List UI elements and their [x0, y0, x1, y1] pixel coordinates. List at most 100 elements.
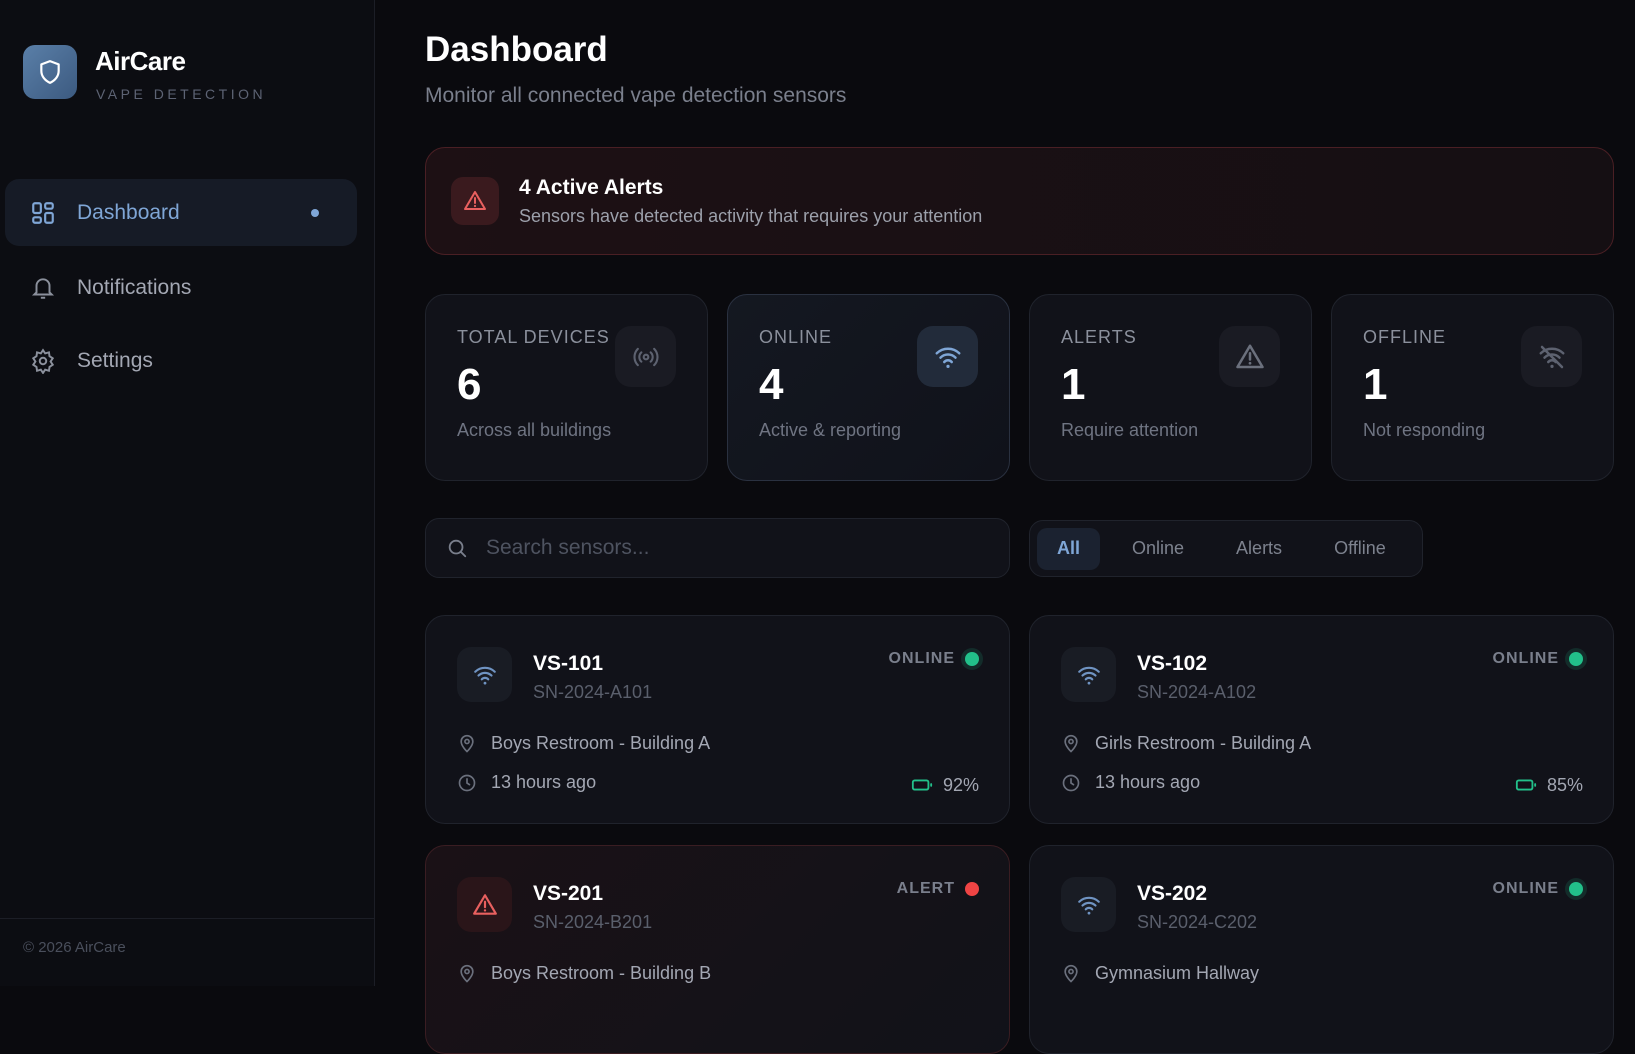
warning-icon [451, 177, 499, 225]
stat-desc: Require attention [1061, 420, 1199, 440]
stat-desc: Active & reporting [759, 420, 902, 440]
battery-icon [1515, 779, 1537, 791]
grid-icon [29, 199, 57, 227]
wifi-icon [1061, 877, 1116, 932]
page-subtitle: Monitor all connected vape detection sen… [425, 84, 847, 107]
sensor-name: VS-202 [1137, 882, 1208, 905]
sidebar: AirCare VAPE DETECTION Dashboard Notific… [0, 0, 375, 986]
search-input[interactable] [486, 536, 966, 560]
stat-label: OFFLINE [1363, 327, 1447, 347]
map-pin-icon [457, 964, 479, 984]
status-badge: ONLINE [889, 650, 979, 668]
status-dot [1569, 882, 1583, 896]
stat-label: ALERTS [1061, 327, 1137, 347]
status-text: ONLINE [888, 650, 955, 667]
location-text: Girls Restroom - Building A [1095, 733, 1312, 753]
active-indicator [311, 209, 319, 217]
map-pin-icon [1061, 734, 1083, 754]
sensor-name: VS-102 [1137, 652, 1208, 675]
status-badge: ALERT [897, 880, 979, 898]
stat-card-online: ONLINE 4 Active & reporting [727, 294, 1010, 481]
sensor-serial: SN-2024-A102 [1137, 682, 1257, 702]
sensor-serial: SN-2024-A101 [533, 682, 653, 702]
sensor-card[interactable]: VS-102 SN-2024-A102 ONLINE Girls Restroo… [1029, 615, 1614, 824]
stat-desc: Not responding [1363, 420, 1486, 440]
sensor-name: VS-101 [533, 652, 604, 675]
sensor-card[interactable]: VS-201 SN-2024-B201 ALERT Boys Restroom … [425, 845, 1010, 1054]
sidebar-item-label: Dashboard [77, 200, 180, 224]
filter-offline[interactable]: Offline [1334, 538, 1386, 558]
status-text: ONLINE [1492, 650, 1559, 667]
clock-icon [457, 773, 479, 793]
footer-copyright: © 2026 AirCare [0, 918, 375, 976]
sidebar-item-dashboard[interactable]: Dashboard [5, 179, 357, 246]
brand-tagline: VAPE DETECTION [96, 86, 267, 102]
page-title: Dashboard [425, 30, 608, 69]
banner-text: Sensors have detected activity that requ… [519, 205, 983, 226]
sensor-serial: SN-2024-C202 [1137, 912, 1258, 932]
status-dot [1569, 652, 1583, 666]
stat-card-alerts: ALERTS 1 Require attention [1029, 294, 1312, 481]
battery-text: 92% [942, 774, 979, 795]
location-text: Boys Restroom - Building A [491, 733, 711, 753]
last-seen-text: 13 hours ago [1095, 772, 1201, 792]
stat-desc: Across all buildings [457, 420, 612, 440]
map-pin-icon [1061, 964, 1083, 984]
brand-name: AirCare [95, 46, 186, 76]
stat-card-offline: OFFLINE 1 Not responding [1331, 294, 1614, 481]
sensor-card[interactable]: VS-101 SN-2024-A101 ONLINE Boys Restroom… [425, 615, 1010, 824]
search-bar[interactable] [425, 518, 1010, 578]
stat-value: 4 [759, 360, 784, 409]
status-filter-tabs: All Online Alerts Offline [1029, 520, 1423, 577]
stat-label: ONLINE [759, 327, 833, 347]
shield-icon [40, 60, 60, 84]
search-icon [448, 539, 467, 558]
battery-text: 85% [1546, 774, 1583, 795]
battery-icon [911, 779, 933, 791]
sidebar-item-label: Notifications [77, 275, 192, 299]
stat-value: 1 [1363, 360, 1388, 409]
battery-level: 92% [911, 774, 979, 796]
location-text: Boys Restroom - Building B [491, 963, 712, 983]
alert-banner[interactable]: 4 Active Alerts Sensors have detected ac… [425, 147, 1614, 255]
status-dot [965, 652, 979, 666]
sensor-last-seen: 13 hours ago [457, 772, 596, 793]
sensor-location: Girls Restroom - Building A [1061, 733, 1311, 754]
sensor-serial: SN-2024-B201 [533, 912, 653, 932]
broadcast-icon [615, 326, 676, 387]
warning-icon [457, 877, 512, 932]
sensor-location: Boys Restroom - Building A [457, 733, 710, 754]
location-text: Gymnasium Hallway [1095, 963, 1260, 983]
filter-alerts[interactable]: Alerts [1236, 538, 1283, 558]
banner-title: 4 Active Alerts [519, 175, 664, 199]
sensor-location: Gymnasium Hallway [1061, 963, 1259, 984]
status-text: ALERT [896, 880, 955, 897]
status-text: ONLINE [1492, 880, 1559, 897]
wifi-icon [1061, 647, 1116, 702]
sensor-location: Boys Restroom - Building B [457, 963, 711, 984]
status-badge: ONLINE [1493, 880, 1583, 898]
sidebar-item-notifications[interactable]: Notifications [5, 254, 357, 321]
filter-online[interactable]: Online [1132, 538, 1185, 558]
logo [23, 45, 77, 99]
map-pin-icon [457, 734, 479, 754]
bell-icon [29, 274, 57, 302]
wifi-icon [917, 326, 978, 387]
sensor-name: VS-201 [533, 882, 604, 905]
sidebar-item-label: Settings [77, 348, 153, 372]
warning-icon [1219, 326, 1280, 387]
stat-value: 1 [1061, 360, 1086, 409]
filter-all[interactable]: All [1037, 527, 1101, 570]
sidebar-item-settings[interactable]: Settings [5, 327, 357, 394]
status-badge: ONLINE [1493, 650, 1583, 668]
sensor-last-seen: 13 hours ago [1061, 772, 1200, 793]
wifi-icon [457, 647, 512, 702]
status-dot [965, 882, 979, 896]
battery-level: 85% [1515, 774, 1583, 796]
clock-icon [1061, 773, 1083, 793]
stat-card-total: TOTAL DEVICES 6 Across all buildings [425, 294, 708, 481]
stat-label: TOTAL DEVICES [457, 327, 610, 347]
stat-value: 6 [457, 360, 482, 409]
gear-icon [29, 347, 57, 375]
sensor-card[interactable]: VS-202 SN-2024-C202 ONLINE Gymnasium Hal… [1029, 845, 1614, 1054]
